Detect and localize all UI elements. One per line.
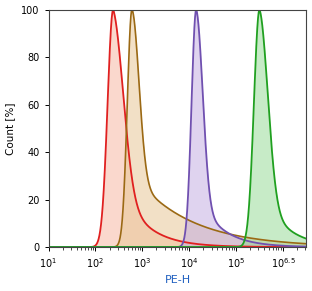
X-axis label: PE-H: PE-H [164, 276, 191, 285]
Y-axis label: Count [%]: Count [%] [6, 102, 16, 155]
